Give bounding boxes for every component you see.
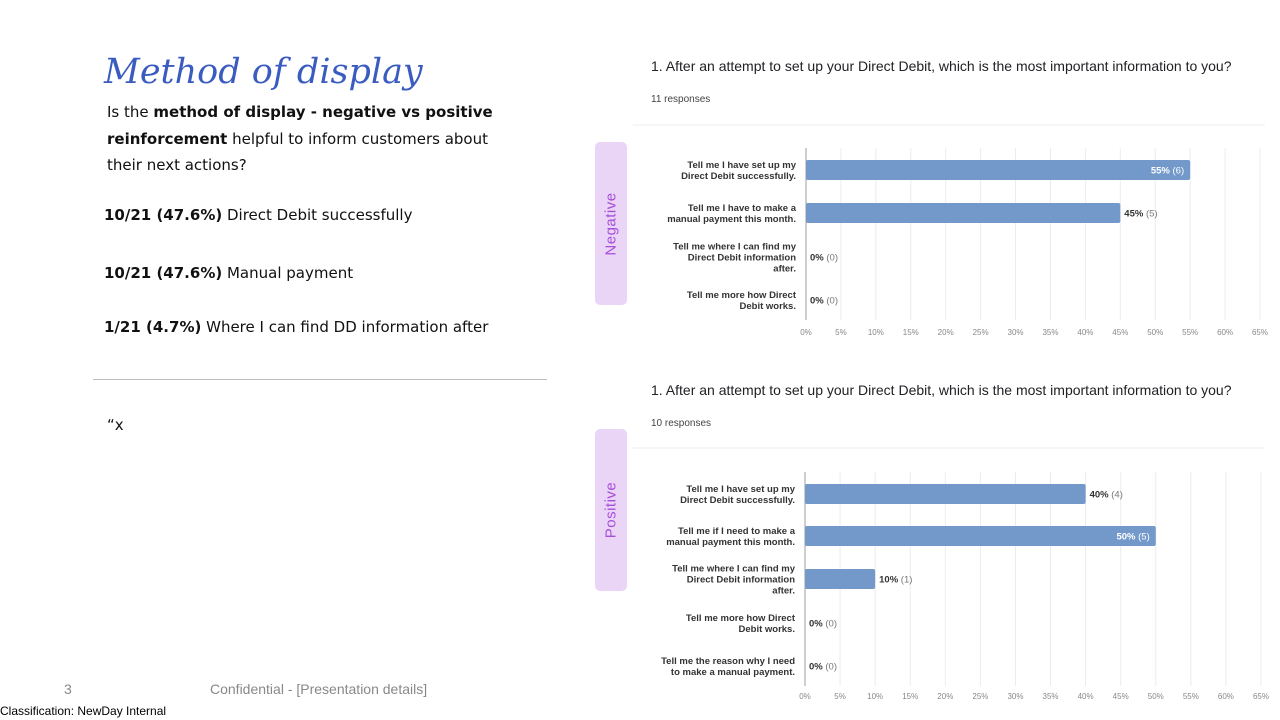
x-tick-label: 20%	[938, 328, 954, 337]
x-tick-label: 65%	[1252, 328, 1268, 337]
x-tick-label: 25%	[973, 328, 989, 337]
x-tick-label: 10%	[867, 692, 883, 701]
data-label: 0% (0)	[809, 662, 837, 673]
x-tick-label: 65%	[1253, 692, 1269, 701]
x-tick-label: 35%	[1042, 328, 1058, 337]
category-label: Tell me I have set up my Direct Debit suc…	[681, 160, 797, 182]
question-part-2: helpful to inform customers about their …	[107, 129, 488, 175]
category-label: Tell me more how Direct Debit works.	[687, 290, 797, 312]
x-tick-label: 40%	[1078, 692, 1094, 701]
negative-bar-chart: 0% 5% 10% 15% 20% 25% 30% 35% 40% 45% 50% 55% 60% 65%…	[633, 124, 1268, 337]
category-label: Tell me if I need to make a manual paymen…	[666, 526, 796, 548]
negative-tab: Negative	[595, 142, 627, 305]
x-tick-label: 45%	[1113, 692, 1129, 701]
bar	[805, 526, 1156, 546]
stat-value: 10/21 (47.6%)	[104, 264, 223, 282]
x-tick-label: 10%	[868, 328, 884, 337]
page-number: 3	[64, 681, 72, 697]
category-label: Tell me where I can find my Direct Debit …	[672, 564, 796, 597]
question-bold-phrase: method of display - negative vs positive…	[107, 103, 493, 148]
responses-count: 10 responses	[651, 418, 712, 429]
positive-bar-chart: 0% 5% 10% 15% 20% 25% 30% 35% 40% 45% 50% 55% 60% 65%…	[633, 447, 1269, 701]
x-tick-label: 60%	[1217, 328, 1233, 337]
question-part-1: Is the	[107, 103, 154, 121]
classification-label: Classification: NewDay Internal	[0, 704, 167, 718]
category-label: Tell me more how Direct Debit works.	[686, 613, 796, 635]
stat-value: 1/21 (4.7%)	[104, 318, 202, 336]
stat-value: 10/21 (47.6%)	[104, 206, 223, 224]
x-tick-label: 30%	[1008, 328, 1024, 337]
bar	[806, 203, 1121, 223]
x-tick-label: 0%	[800, 328, 812, 337]
x-tick-label: 5%	[835, 328, 847, 337]
chart-question: 1. After an attempt to set up your Direc…	[651, 382, 1232, 398]
stat-label: Where I can find DD information after	[206, 318, 489, 336]
data-label: 0% (0)	[810, 253, 838, 264]
x-tick-label: 55%	[1182, 328, 1198, 337]
x-tick-label: 45%	[1112, 328, 1128, 337]
x-tick-label: 50%	[1148, 692, 1164, 701]
positive-tab: Positive	[595, 429, 627, 591]
x-tick-label: 15%	[902, 692, 918, 701]
stat-label: Manual payment	[226, 264, 354, 282]
x-tick-label: 15%	[903, 328, 919, 337]
data-label: 55% (6)	[1151, 166, 1184, 177]
x-tick-label: 55%	[1183, 692, 1199, 701]
responses-count: 11 responses	[651, 94, 711, 105]
x-tick-label: 35%	[1043, 692, 1059, 701]
category-label: Tell me where I can find my Direct Debit …	[673, 242, 797, 275]
note-text: “x	[107, 416, 124, 434]
x-tick-label: 20%	[937, 692, 953, 701]
category-label: Tell me I have to make a manual payment t…	[667, 203, 797, 225]
negative-panel: 1. After an attempt to set up your Direc…	[595, 0, 1280, 350]
bar	[805, 569, 876, 589]
x-tick-label: 50%	[1147, 328, 1163, 337]
data-label: 50% (5)	[1116, 532, 1149, 543]
x-tick-label: 60%	[1218, 692, 1234, 701]
stat-label: Direct Debit successfully	[226, 206, 413, 224]
category-label: Tell me I have set up my Direct Debit suc…	[680, 484, 796, 506]
data-label: 40% (4)	[1090, 490, 1123, 501]
chart-question: 1. After an attempt to set up your Direc…	[651, 58, 1232, 74]
footer-confidential: Confidential - [Presentation details]	[210, 681, 428, 697]
stat-direct-debit: 10/21 (47.6%) Direct Debit successfully	[104, 206, 412, 224]
survey-question-text: Is the method of display - negative vs p…	[107, 99, 527, 179]
data-label: 45% (5)	[1124, 209, 1157, 220]
x-tick-label: 0%	[799, 692, 811, 701]
bar	[806, 160, 1191, 180]
stat-manual-payment: 10/21 (47.6%) Manual payment	[104, 264, 353, 282]
data-label: 10% (1)	[879, 575, 912, 586]
bar	[805, 484, 1086, 504]
data-label: 0% (0)	[809, 619, 837, 630]
x-tick-label: 25%	[972, 692, 988, 701]
category-label: Tell me the reason why I need to make a m…	[661, 656, 795, 678]
stat-dd-information: 1/21 (4.7%) Where I can find DD informat…	[104, 318, 488, 336]
x-tick-label: 40%	[1077, 328, 1093, 337]
x-tick-label: 5%	[834, 692, 846, 701]
section-divider	[93, 379, 547, 380]
data-label: 0% (0)	[810, 296, 838, 307]
slide-title: Method of display	[104, 52, 423, 92]
x-tick-label: 30%	[1007, 692, 1023, 701]
positive-panel: 1. After an attempt to set up your Direc…	[595, 370, 1280, 710]
